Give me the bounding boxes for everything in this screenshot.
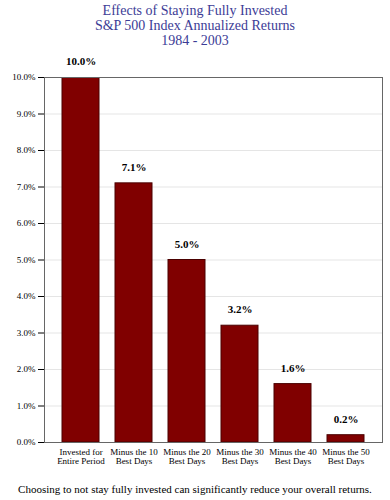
svg-text:1.6%: 1.6% [281, 362, 306, 374]
svg-text:2.0%: 2.0% [17, 364, 36, 374]
svg-text:5.0%: 5.0% [175, 238, 200, 250]
svg-text:5.0%: 5.0% [17, 255, 36, 265]
svg-text:7.1%: 7.1% [122, 161, 147, 173]
svg-text:0.0%: 0.0% [17, 437, 36, 447]
svg-text:Minus the 20Best Days: Minus the 20Best Days [163, 447, 211, 466]
html-text:Choosing to not stay fully inv: Choosing to not stay fully invested can … [18, 483, 372, 495]
svg-text:Invested forEntire Period: Invested forEntire Period [57, 447, 105, 466]
svg-text:7.0%: 7.0% [17, 182, 36, 192]
svg-text:9.0%: 9.0% [17, 109, 36, 119]
html-text:Effects of Staying Fully Inves: Effects of Staying Fully Invested [102, 3, 288, 18]
html-text:1984 - 2003: 1984 - 2003 [161, 33, 229, 48]
svg-text:3.2%: 3.2% [228, 303, 253, 315]
html-text:S&P 500 Index Annualized Retur: S&P 500 Index Annualized Returns [94, 18, 296, 33]
svg-text:3.0%: 3.0% [17, 328, 36, 338]
svg-text:10.0%: 10.0% [66, 55, 96, 67]
svg-text:Minus the 40Best Days: Minus the 40Best Days [269, 447, 317, 466]
svg-text:Minus the 30Best Days: Minus the 30Best Days [216, 447, 264, 466]
svg-text:8.0%: 8.0% [17, 145, 36, 155]
svg-text:0.2%: 0.2% [334, 413, 359, 425]
svg-text:6.0%: 6.0% [17, 218, 36, 228]
svg-text:4.0%: 4.0% [17, 291, 36, 301]
svg-text:Minus the 10Best Days: Minus the 10Best Days [110, 447, 158, 466]
svg-text:Minus the 50Best Days: Minus the 50Best Days [322, 447, 370, 466]
svg-text:10.0%: 10.0% [12, 72, 36, 82]
svg-text:1.0%: 1.0% [17, 401, 36, 411]
